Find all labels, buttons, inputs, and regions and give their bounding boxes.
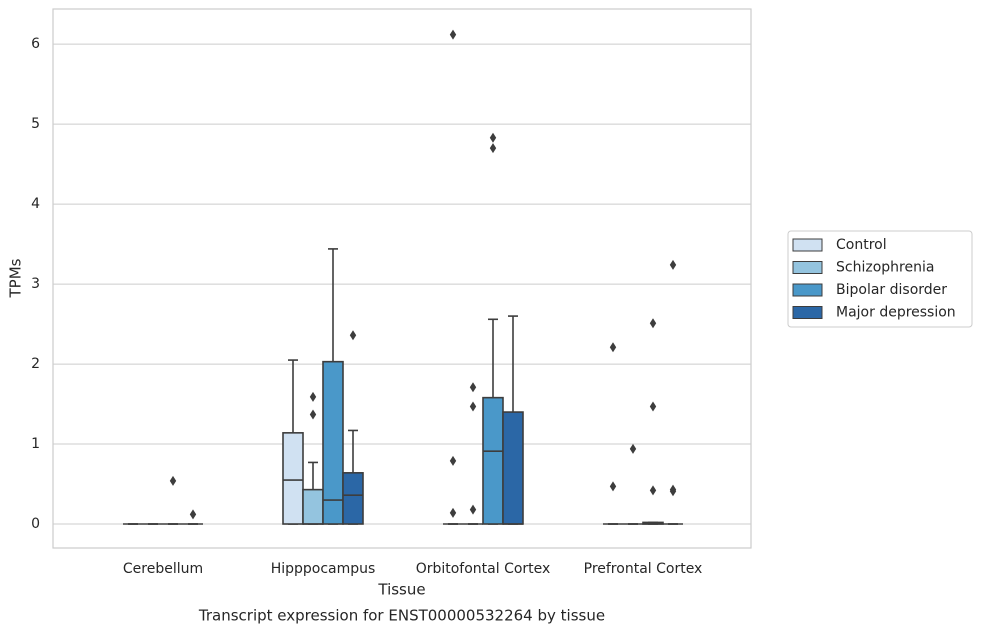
outlier [449,29,457,40]
outlier [669,484,677,495]
chart-title: Transcript expression for ENST0000053226… [198,607,605,625]
outlier [649,318,657,329]
outlier [309,391,317,402]
legend-label: Bipolar disorder [836,282,947,298]
legend-swatch [792,306,823,319]
legend-label: Schizophrenia [836,260,934,276]
y-tick-label: 4 [31,196,40,212]
outlier [489,132,497,143]
box [302,488,324,525]
outlier [349,330,357,341]
y-tick-label: 6 [31,36,40,52]
outlier [449,507,457,518]
legend-label: Major depression [836,305,956,321]
outlier [169,475,177,486]
legend-swatch [792,283,823,297]
box [502,411,524,525]
y-tick-label: 3 [31,276,40,292]
box [322,360,344,525]
legend-frame [787,230,973,328]
outlier [309,409,317,420]
legend-swatch [792,238,823,252]
x-tick-label: Prefrontal Cortex [584,561,703,577]
outlier [649,401,657,412]
outlier [469,401,477,412]
outlier [489,143,497,154]
outlier [469,504,477,515]
outlier [669,259,677,270]
box [482,396,504,525]
outlier [629,443,637,454]
outlier [469,382,477,393]
x-tick-label: Hipppocampus [271,561,376,577]
legend-swatch [792,261,823,274]
y-tick-label: 0 [31,516,40,532]
y-tick-label: 2 [31,356,40,372]
outlier [189,509,197,520]
outlier [649,485,657,496]
x-axis-label: Tissue [377,581,425,599]
legend-label: Control [836,237,887,253]
box [282,432,304,525]
outlier [609,481,617,492]
outlier [449,455,457,466]
y-tick-label: 5 [31,116,40,132]
box [342,472,364,525]
y-tick-label: 1 [31,436,40,452]
outlier [609,342,617,353]
x-tick-label: Orbitofontal Cortex [416,561,551,577]
x-tick-label: Cerebellum [123,561,203,577]
y-axis-label: TPMs [7,258,25,298]
plot-frame [52,8,752,549]
